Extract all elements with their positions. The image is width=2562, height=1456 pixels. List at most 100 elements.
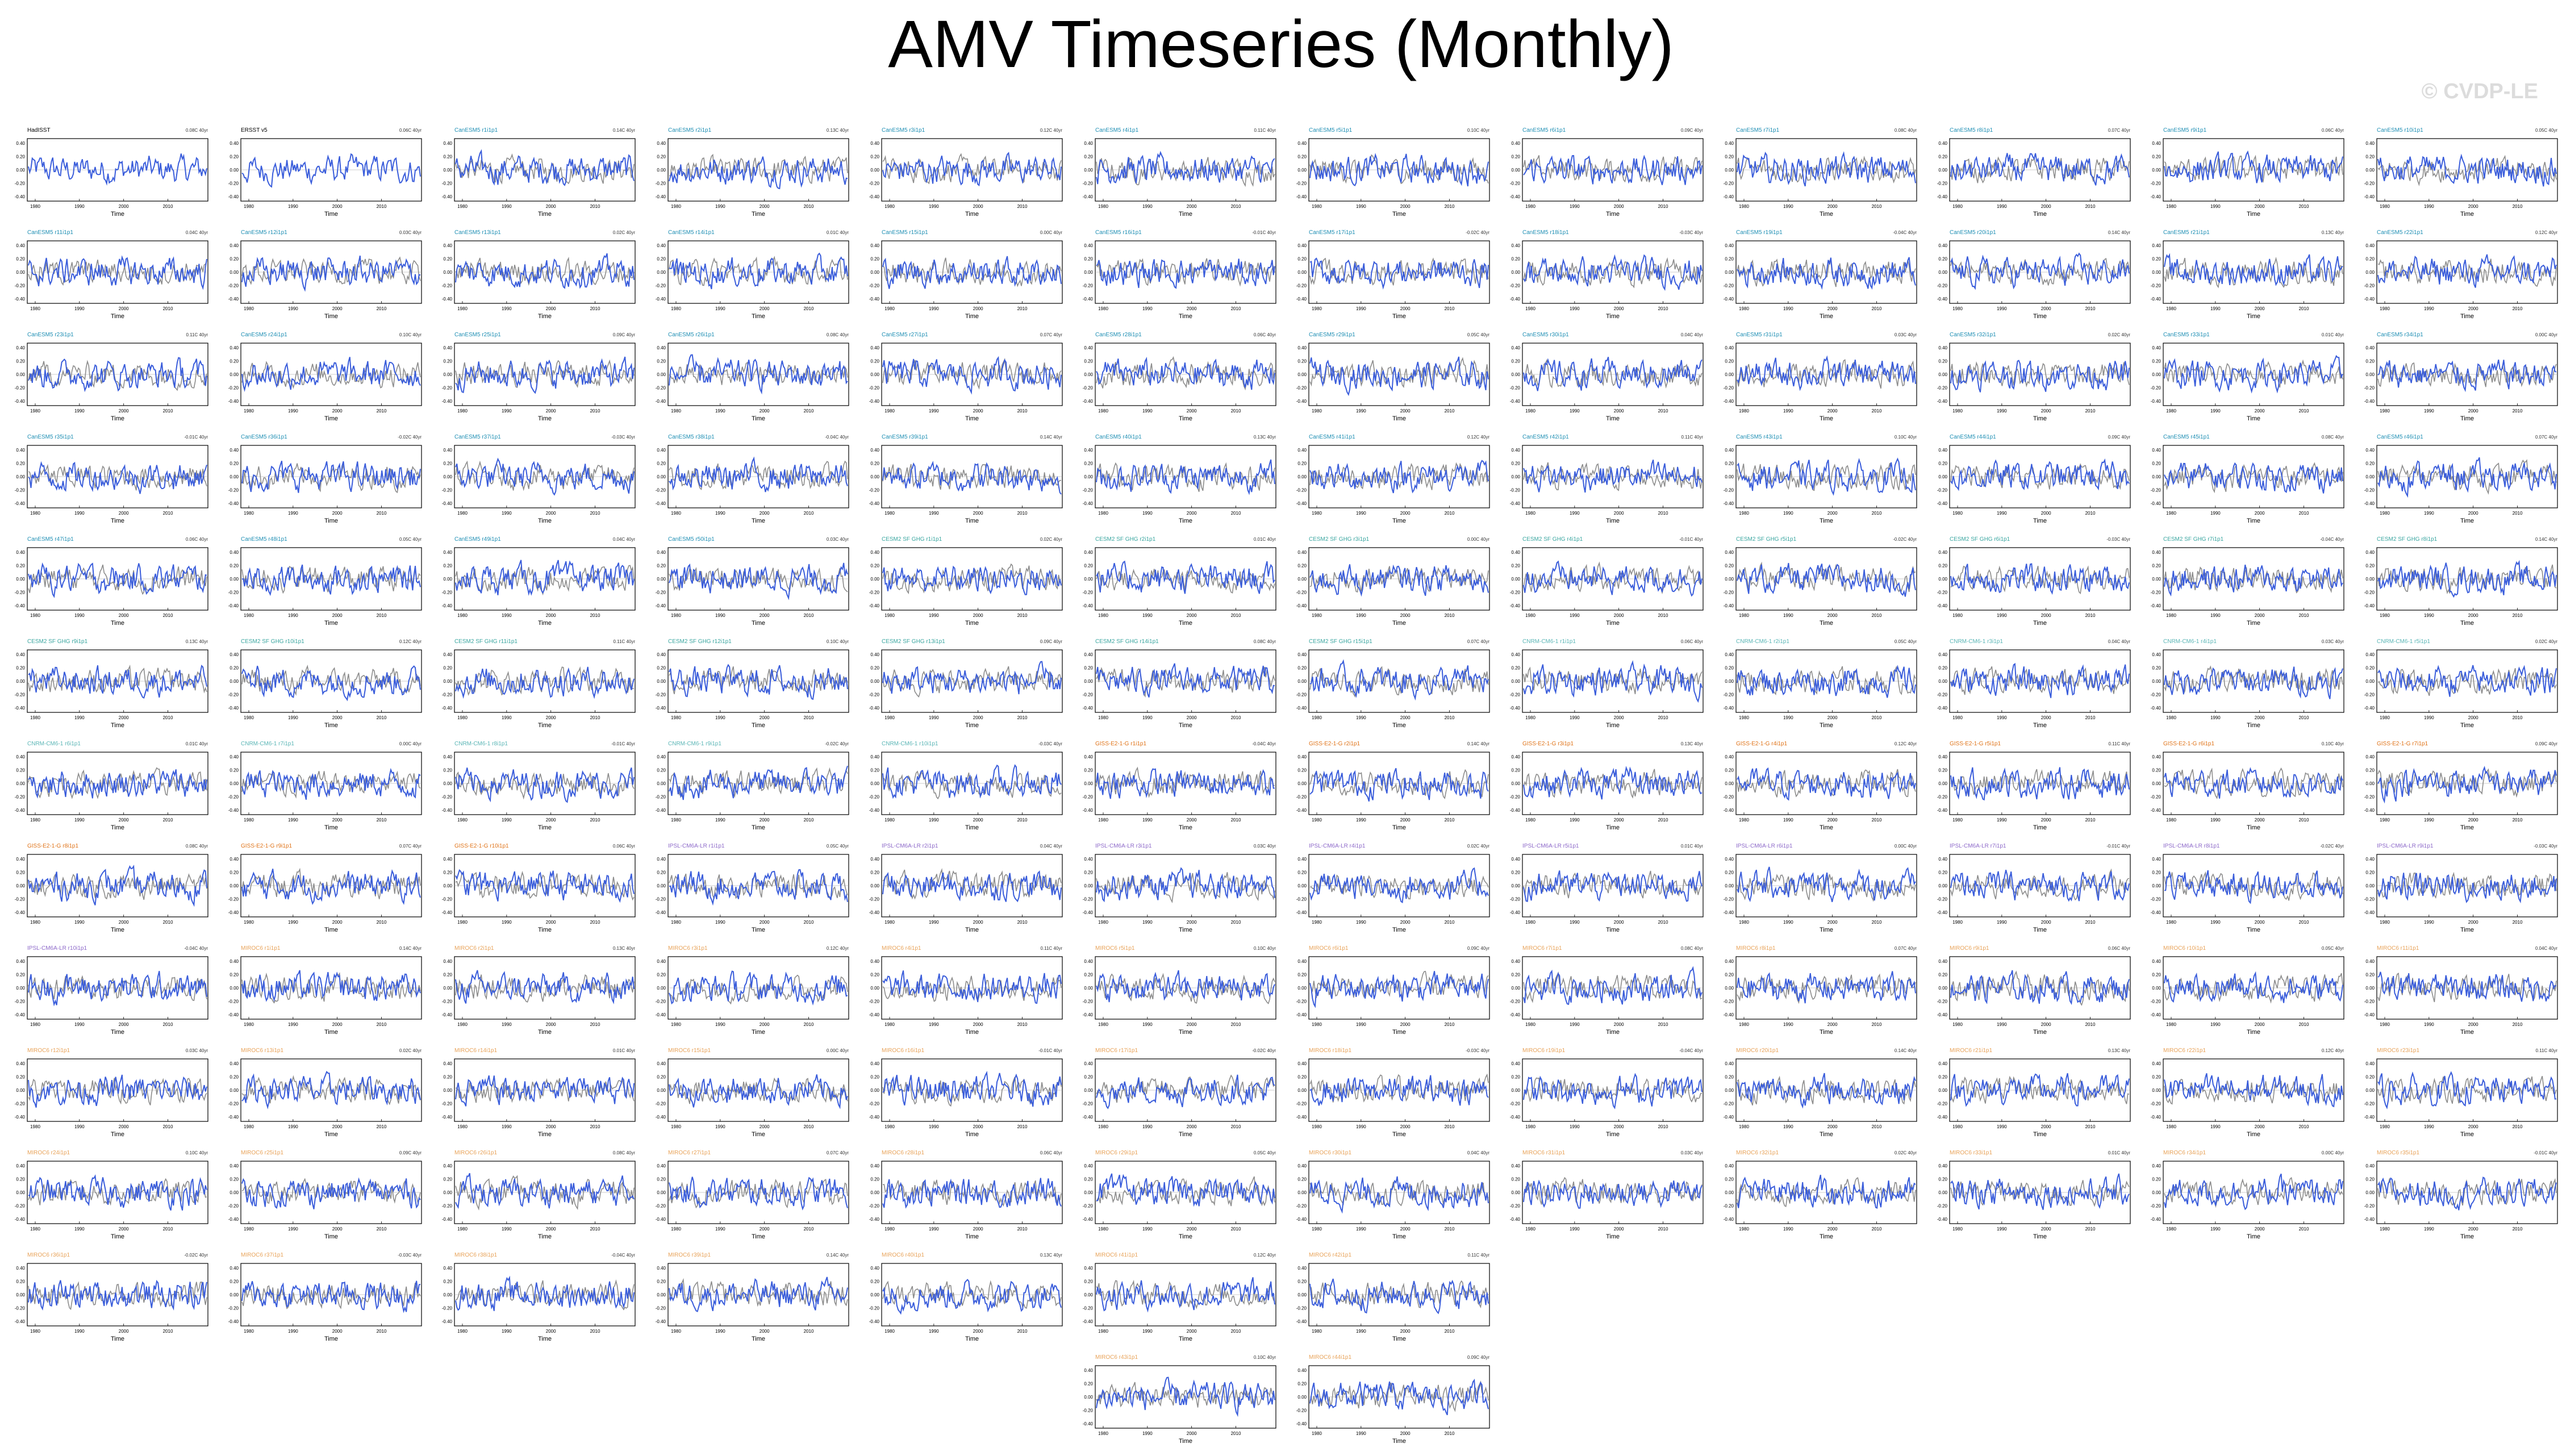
x-axis-label: Time (111, 1336, 124, 1342)
model-series-line (241, 460, 421, 493)
panel: CanESM5 r42i1p1 0.11C 40yr0.400.200.00-0.… (1510, 434, 1704, 524)
y-tick-label: 0.40 (1084, 345, 1093, 351)
x-tick-label: 1990 (1570, 511, 1580, 516)
y-tick-label: 0.20 (657, 1279, 666, 1284)
x-axis-label: Time (752, 927, 765, 933)
y-tick-label: -0.40 (2151, 910, 2162, 915)
panel-label: CanESM5 r38i1p1 (668, 434, 715, 440)
y-tick-label: 0.40 (443, 652, 452, 657)
x-tick-label: 2000 (332, 1226, 343, 1232)
y-tick-label: -0.40 (1296, 399, 1307, 404)
y-tick-label: -0.20 (228, 181, 239, 186)
x-tick-label: 1980 (1312, 817, 1322, 823)
y-tick-label: -0.40 (1724, 1115, 1734, 1120)
y-tick-label: 0.00 (870, 1292, 879, 1298)
y-tick-label: 0.40 (230, 345, 239, 351)
x-tick-label: 2010 (590, 1022, 600, 1027)
x-axis-label: Time (1179, 1438, 1192, 1445)
x-tick-label: 1980 (1525, 1124, 1535, 1129)
panel-label: IPSL-CM6A-LR r7i1p1 (1950, 843, 2006, 849)
x-axis-label: Time (752, 211, 765, 218)
model-series-line (455, 457, 635, 496)
model-series-line (2164, 666, 2343, 699)
x-tick-label: 1980 (1525, 204, 1535, 209)
panel-trend: 0.00C 40yr (1467, 537, 1489, 542)
obs-series-line (1309, 357, 1489, 388)
x-tick-label: 2010 (804, 613, 814, 618)
y-tick-label: -0.40 (1083, 1217, 1094, 1222)
y-tick-label: 0.40 (16, 1061, 25, 1066)
x-tick-label: 1990 (2424, 1022, 2434, 1027)
y-tick-label: 0.40 (2365, 754, 2375, 760)
y-tick-label: -0.20 (2364, 692, 2375, 698)
panel-label: CanESM5 r37i1p1 (454, 434, 501, 440)
x-tick-label: 2000 (2255, 613, 2265, 618)
model-series-line (882, 461, 1062, 495)
y-tick-label: 0.40 (230, 1163, 239, 1169)
x-tick-label: 1990 (1783, 408, 1793, 414)
x-tick-label: 2010 (590, 1124, 600, 1129)
panel-label: CanESM5 r10i1p1 (2377, 127, 2423, 133)
panel-trend: -0.02C 40yr (398, 435, 422, 440)
y-tick-label: 0.20 (1511, 461, 1520, 466)
y-tick-label: 0.40 (1297, 345, 1307, 351)
x-tick-label: 1980 (244, 920, 254, 925)
panel-trend: 0.06C 40yr (2108, 946, 2130, 951)
x-tick-label: 1980 (1739, 306, 1749, 311)
model-series-line (2377, 665, 2557, 697)
x-tick-label: 2010 (1658, 613, 1668, 618)
model-series-line (882, 970, 1062, 1004)
panel-trend: 0.07C 40yr (1040, 332, 1062, 337)
x-tick-label: 1980 (671, 204, 681, 209)
y-tick-label: 0.00 (1084, 781, 1093, 786)
model-series-line (1523, 460, 1703, 493)
y-tick-label: 0.20 (1511, 768, 1520, 773)
y-tick-label: 0.20 (1938, 768, 1947, 773)
panel-trend: 0.07C 40yr (1467, 639, 1489, 644)
y-tick-label: 0.20 (2365, 564, 2375, 569)
x-axis-label: Time (752, 1029, 765, 1036)
y-tick-label: -0.20 (1296, 283, 1307, 289)
x-tick-label: 2000 (546, 511, 556, 516)
y-tick-label: 0.00 (1725, 1088, 1734, 1093)
y-tick-label: 0.20 (1084, 461, 1093, 466)
panel: CanESM5 r5i1p1 0.10C 40yr0.400.200.00-0.2… (1296, 127, 1490, 218)
panel: MIROC6 r39i1p1 0.14C 40yr0.400.200.00-0.2… (656, 1252, 849, 1342)
x-tick-label: 2000 (1827, 511, 1838, 516)
y-tick-label: 0.20 (2152, 155, 2161, 160)
y-tick-label: -0.40 (442, 603, 453, 608)
panel: GISS-E2-1-G r5i1p1 0.11C 40yr0.400.200.00… (1937, 741, 2131, 831)
y-tick-label: 0.40 (443, 243, 452, 248)
x-tick-label: 2010 (377, 715, 387, 720)
x-axis-label: Time (965, 1233, 979, 1240)
y-tick-label: -0.20 (1510, 692, 1521, 698)
model-series-line (1737, 767, 1916, 801)
y-tick-label: 0.40 (443, 1061, 452, 1066)
y-tick-label: 0.00 (1084, 474, 1093, 479)
panel: MIROC6 r23i1p1 0.11C 40yr0.400.200.00-0.2… (2364, 1048, 2558, 1138)
panel-trend: -0.04C 40yr (1252, 741, 1276, 746)
y-tick-label: -0.20 (656, 1204, 666, 1209)
model-series-line (1309, 659, 1489, 701)
x-tick-label: 1980 (671, 306, 681, 311)
y-tick-label: 0.20 (1938, 155, 1947, 160)
panel-label: CanESM5 r29i1p1 (1309, 332, 1355, 338)
y-tick-label: 0.40 (870, 1061, 879, 1066)
model-series-line (28, 971, 207, 1007)
panel-label: MIROC6 r35i1p1 (2377, 1150, 2419, 1156)
x-tick-label: 1990 (2424, 408, 2434, 414)
y-tick-label: -0.40 (228, 1217, 239, 1222)
x-tick-label: 2000 (119, 306, 129, 311)
x-axis-label: Time (2460, 722, 2474, 729)
y-tick-label: 0.20 (16, 1279, 25, 1284)
x-tick-label: 1990 (2210, 204, 2221, 209)
y-tick-label: 0.20 (870, 870, 879, 875)
x-axis-label: Time (965, 824, 979, 831)
y-tick-label: 0.00 (16, 781, 25, 786)
x-tick-label: 2000 (760, 715, 770, 720)
x-axis-label: Time (1179, 518, 1192, 524)
y-tick-label: 0.00 (2365, 1088, 2375, 1093)
model-series-line (1950, 458, 2130, 491)
y-tick-label: -0.20 (1083, 283, 1094, 289)
x-tick-label: 1980 (1525, 715, 1535, 720)
